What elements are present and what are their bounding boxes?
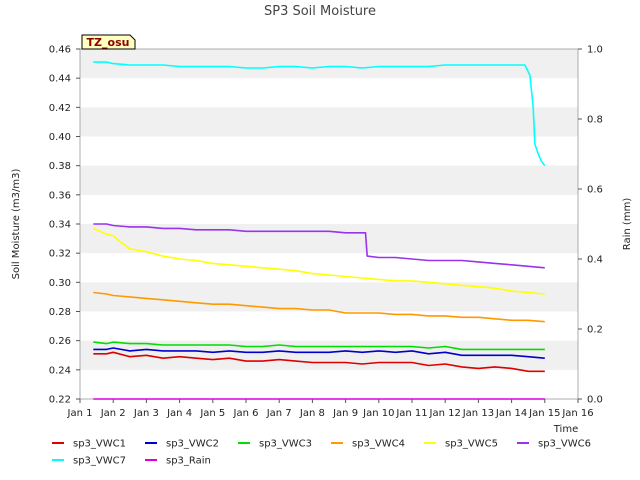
x-tick-label: Jan 7 — [266, 408, 292, 419]
y2-tick-label: 0.8 — [587, 115, 603, 126]
series-line-sp3-vwc3 — [93, 341, 545, 351]
x-tick-label: Jan 4 — [166, 408, 192, 419]
y2-tick-label: 0.2 — [587, 325, 603, 336]
y-tick-label: 0.24 — [49, 365, 71, 376]
x-tick-label: Jan 10 — [362, 408, 394, 419]
y2-axis-label: Rain (mm) — [622, 198, 633, 251]
x-tick-label: Jan 9 — [332, 408, 358, 419]
series-line-sp3-vwc5 — [92, 227, 545, 295]
legend-label: sp3_VWC1 — [73, 439, 126, 450]
grid-bands — [80, 49, 578, 370]
series-lines — [92, 61, 546, 400]
legend: sp3_VWC1 sp3_VWC2 sp3_VWC3 sp3_VWC4 sp3_VWC5… — [52, 439, 591, 467]
x-tick-label: Jan 15 — [528, 408, 560, 419]
y-tick-label: 0.42 — [49, 103, 71, 114]
site-badge: TZ_osu — [81, 34, 136, 50]
legend-item: sp3_VWC1 — [52, 439, 126, 450]
legend-label: sp3_VWC5 — [445, 439, 498, 450]
y-tick-label: 0.38 — [49, 161, 71, 172]
series-line-sp3-vwc4 — [93, 291, 545, 323]
legend-item: sp3_VWC5 — [424, 439, 498, 450]
legend-label: sp3_VWC7 — [73, 456, 126, 467]
legend-item: sp3_VWC3 — [238, 439, 312, 450]
y2-tick-label: 1.0 — [587, 45, 603, 56]
series-line-sp3-vwc6 — [93, 223, 545, 269]
x-tick-label: Jan 11 — [395, 408, 427, 419]
y2-axis-ticks: 0.0 0.2 0.4 0.6 0.8 1.0 — [578, 45, 603, 406]
y2-tick-label: 0.4 — [587, 255, 603, 266]
legend-label: sp3_Rain — [166, 456, 211, 467]
legend-label: sp3_VWC2 — [166, 439, 219, 450]
x-tick-label: Jan 1 — [67, 408, 93, 419]
y-axis-ticks: 0.22 0.24 0.26 0.28 0.30 0.32 0.34 0.36 0.38 0.40… — [49, 45, 80, 406]
series-line-sp3-vwc2 — [93, 347, 545, 359]
grid-band — [80, 107, 578, 137]
legend-item: sp3_VWC7 — [52, 456, 126, 467]
x-tick-label: Jan 2 — [100, 408, 126, 419]
x-axis-ticks: Jan 1 Jan 2 Jan 3 Jan 4 Jan 5 Jan 6 Jan 7 Jan 8… — [67, 399, 594, 419]
legend-label: sp3_VWC4 — [352, 439, 405, 450]
grid-band — [80, 282, 578, 312]
y-axis-label: Soil Moisture (m3/m3) — [11, 169, 22, 280]
y-tick-label: 0.34 — [49, 220, 71, 231]
x-tick-label: Jan 14 — [495, 408, 527, 419]
y2-tick-label: 0.6 — [587, 185, 603, 196]
y2-tick-label: 0.0 — [587, 395, 603, 406]
legend-label: sp3_VWC6 — [538, 439, 591, 450]
y-tick-label: 0.26 — [49, 336, 71, 347]
legend-item: sp3_VWC4 — [331, 439, 405, 450]
y-tick-label: 0.32 — [49, 249, 71, 260]
y-tick-label: 0.40 — [49, 132, 71, 143]
y-tick-label: 0.28 — [49, 307, 71, 318]
series-line-sp3-vwc7 — [93, 61, 546, 167]
chart-title: SP3 Soil Moisture — [264, 4, 376, 19]
x-tick-label: Jan 8 — [299, 408, 325, 419]
legend-item: sp3_Rain — [145, 456, 211, 467]
x-axis-label: Time — [553, 424, 578, 435]
y-tick-label: 0.30 — [49, 278, 71, 289]
y-tick-label: 0.44 — [49, 74, 71, 85]
x-tick-label: Jan 16 — [561, 408, 593, 419]
x-tick-label: Jan 6 — [233, 408, 259, 419]
legend-item: sp3_VWC2 — [145, 439, 219, 450]
y-tick-label: 0.36 — [49, 190, 71, 201]
series-line-sp3-vwc1 — [93, 351, 545, 373]
x-tick-label: Jan 12 — [429, 408, 461, 419]
legend-label: sp3_VWC3 — [259, 439, 312, 450]
x-tick-label: Jan 13 — [462, 408, 494, 419]
grid-band — [80, 49, 578, 79]
x-tick-label: Jan 5 — [199, 408, 225, 419]
site-label: TZ_osu — [87, 36, 130, 49]
grid-band — [80, 165, 578, 195]
y-tick-label: 0.22 — [49, 395, 71, 406]
legend-item: sp3_VWC6 — [517, 439, 591, 450]
x-tick-label: Jan 3 — [133, 408, 159, 419]
y-tick-label: 0.46 — [49, 45, 71, 56]
